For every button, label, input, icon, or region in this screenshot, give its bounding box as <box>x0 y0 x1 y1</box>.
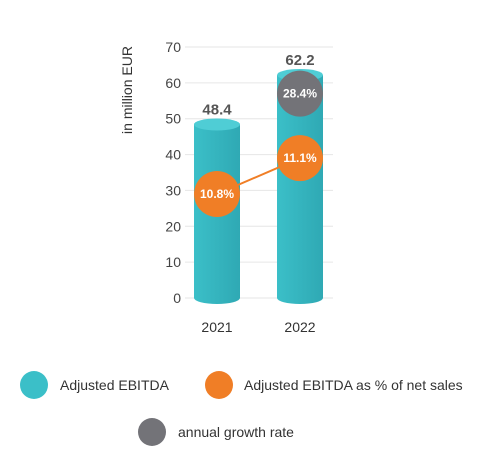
growth-bubble-2022-circle <box>277 70 323 117</box>
y-tick-label-60: 60 <box>165 75 181 91</box>
legend-label-growth-rate: annual growth rate <box>178 424 294 440</box>
bars <box>194 68 323 305</box>
percent-bubble-2021-label: 10.8% <box>200 187 234 201</box>
percent-bubble-2021: 10.8% <box>194 171 240 218</box>
legend-swatch-growth-rate <box>138 418 166 446</box>
legend-label-adjusted-ebitda: Adjusted EBITDA <box>60 377 170 393</box>
bar-top-cap-2021 <box>194 118 240 131</box>
bar-value-label-2022: 62.2 <box>285 52 314 69</box>
x-category-label-2022: 2022 <box>284 319 315 335</box>
y-tick-label-30: 30 <box>165 182 181 198</box>
y-tick-label-50: 50 <box>165 111 181 127</box>
legend-item-adjusted-ebitda: Adjusted EBITDA <box>20 371 170 399</box>
legend: Adjusted EBITDA Adjusted EBITDA as % of … <box>20 371 463 446</box>
percent-bubble-2022-circle <box>277 135 323 182</box>
legend-label-ebitda-percent: Adjusted EBITDA as % of net sales <box>244 377 463 393</box>
x-axis-categories: 2021 2022 <box>201 319 315 335</box>
percent-bubble-2022-label: 11.1% <box>283 151 317 165</box>
bar-2022 <box>277 74 323 305</box>
y-axis-title: in million EUR <box>119 46 135 134</box>
bar-value-labels: 48.4 62.2 <box>202 52 314 118</box>
y-tick-label-70: 70 <box>165 39 181 55</box>
legend-item-growth-rate: annual growth rate <box>138 418 294 446</box>
bubbles: 10.8% 11.1% 28.4% <box>194 70 323 218</box>
legend-swatch-adjusted-ebitda <box>20 371 48 399</box>
x-category-label-2021: 2021 <box>201 319 232 335</box>
growth-bubble-2022: 28.4% <box>277 70 323 117</box>
y-tick-label-20: 20 <box>165 218 181 234</box>
y-tick-label-0: 0 <box>173 290 181 306</box>
growth-bubble-2022-label: 28.4% <box>283 87 317 101</box>
legend-item-ebitda-percent: Adjusted EBITDA as % of net sales <box>205 371 463 399</box>
legend-swatch-ebitda-percent <box>205 371 233 399</box>
percent-bubble-2022: 11.1% <box>277 135 323 182</box>
percent-bubble-2021-circle <box>194 171 240 218</box>
y-axis-ticks: 0 10 20 30 40 50 60 70 <box>165 39 181 306</box>
bar-value-label-2021: 48.4 <box>202 101 232 118</box>
y-tick-label-40: 40 <box>165 147 181 163</box>
y-tick-label-10: 10 <box>165 254 181 270</box>
